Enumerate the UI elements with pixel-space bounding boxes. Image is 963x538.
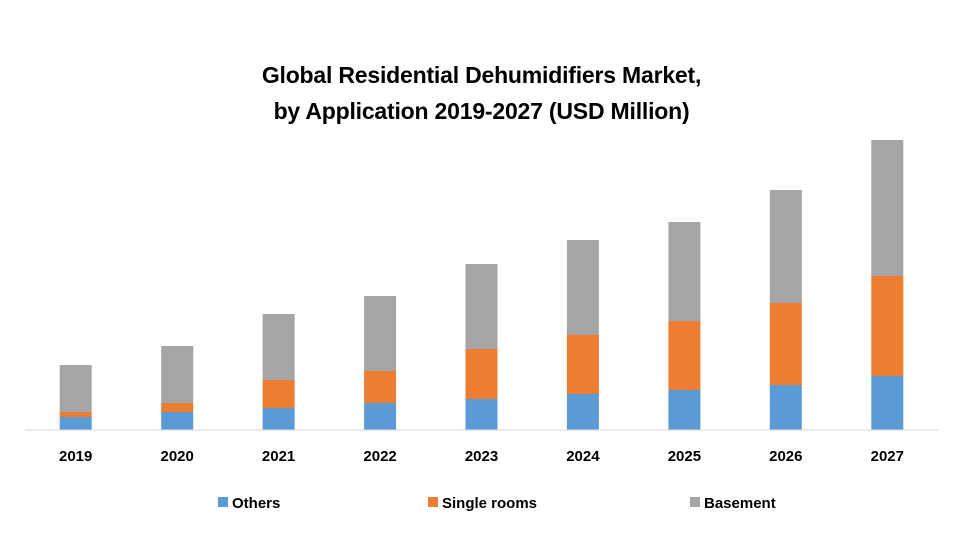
bar-others-2022 bbox=[364, 403, 397, 430]
bar-single-rooms-2021 bbox=[262, 380, 295, 408]
bar-others-2027 bbox=[871, 376, 904, 430]
bar-single-rooms-2020 bbox=[161, 403, 194, 412]
bar-basement-2023 bbox=[465, 264, 498, 349]
x-tick-label-2024: 2024 bbox=[566, 448, 600, 465]
bar-basement-2020 bbox=[161, 346, 194, 403]
x-tick-label-2026: 2026 bbox=[769, 448, 802, 465]
bar-others-2026 bbox=[769, 385, 802, 430]
bar-single-rooms-2027 bbox=[871, 276, 904, 376]
bar-others-2020 bbox=[161, 412, 194, 430]
bar-others-2025 bbox=[668, 390, 701, 430]
bar-basement-2019 bbox=[59, 365, 92, 412]
bar-basement-2022 bbox=[364, 296, 397, 371]
bar-basement-2026 bbox=[769, 190, 802, 303]
bar-single-rooms-2019 bbox=[59, 412, 92, 417]
legend-label-single-rooms: Single rooms bbox=[442, 495, 537, 512]
legend-label-others: Others bbox=[232, 495, 280, 512]
x-tick-label-2022: 2022 bbox=[363, 448, 396, 465]
bar-basement-2025 bbox=[668, 222, 701, 321]
chart-title-line-2: by Application 2019-2027 (USD Million) bbox=[273, 98, 690, 124]
bar-single-rooms-2022 bbox=[364, 371, 397, 403]
bar-others-2024 bbox=[566, 394, 599, 430]
x-tick-label-2021: 2021 bbox=[262, 448, 295, 465]
legend-swatch-others bbox=[218, 497, 228, 507]
x-tick-label-2023: 2023 bbox=[465, 448, 498, 465]
x-tick-label-2027: 2027 bbox=[871, 448, 904, 465]
x-tick-label-2025: 2025 bbox=[668, 448, 701, 465]
bar-basement-2021 bbox=[262, 314, 295, 380]
legend-swatch-single-rooms bbox=[428, 497, 438, 507]
bar-single-rooms-2026 bbox=[769, 303, 802, 385]
x-tick-label-2019: 2019 bbox=[59, 448, 92, 465]
bar-basement-2024 bbox=[566, 240, 599, 335]
bar-others-2023 bbox=[465, 399, 498, 430]
bar-single-rooms-2025 bbox=[668, 321, 701, 390]
chart-title-line-1: Global Residential Dehumidifiers Market, bbox=[261, 62, 702, 88]
bar-single-rooms-2024 bbox=[566, 335, 599, 394]
bar-basement-2027 bbox=[871, 140, 904, 276]
x-tick-label-2020: 2020 bbox=[161, 448, 194, 465]
bar-others-2021 bbox=[262, 408, 295, 430]
bar-single-rooms-2023 bbox=[465, 349, 498, 399]
legend-swatch-basement bbox=[690, 497, 700, 507]
legend-label-basement: Basement bbox=[704, 495, 776, 512]
bar-others-2019 bbox=[59, 417, 92, 430]
